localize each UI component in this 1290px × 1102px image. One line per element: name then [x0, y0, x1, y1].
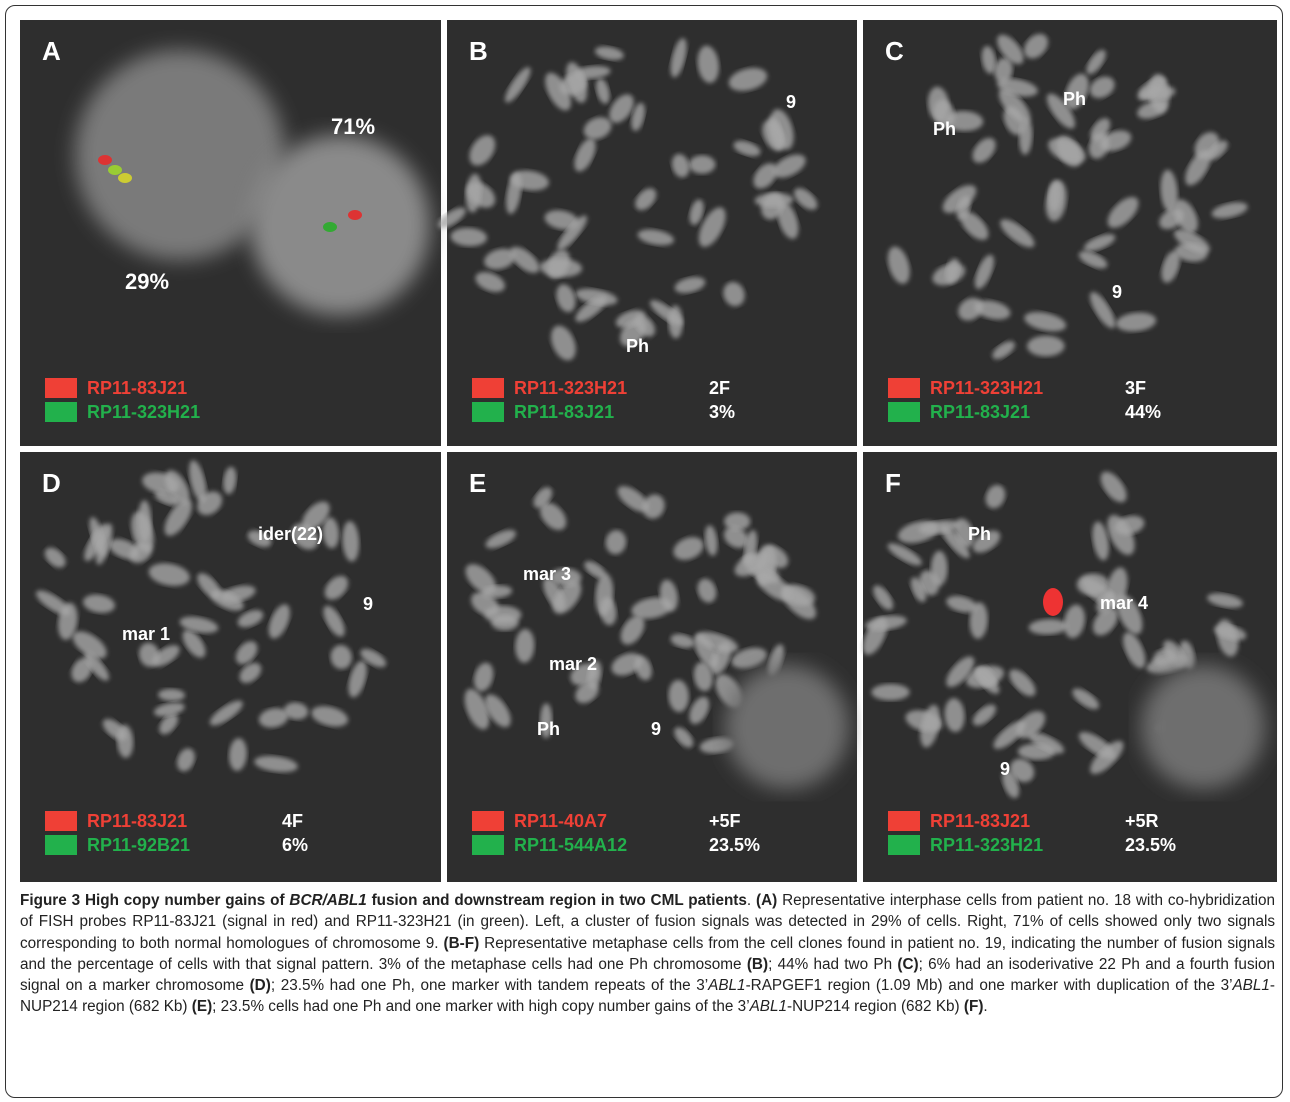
signal: [118, 173, 132, 183]
probe-name: RP11-83J21: [930, 811, 1030, 831]
chromosome-label: 71%: [331, 114, 375, 139]
probe-swatch: [472, 835, 504, 855]
panel: F Ph mar 4 9 RP11-83J21 RP11-323H21 +5R 23.5%: [858, 452, 1277, 882]
probe-swatch: [888, 402, 920, 422]
amplified-signal: [1043, 588, 1063, 616]
clone-count: 6%: [282, 835, 308, 855]
chromosome-label: mar 3: [523, 564, 571, 584]
chromosome-label: Ph: [1063, 89, 1086, 109]
caption-text: ; 44% had two Ph: [768, 956, 897, 973]
clone-count: 3%: [709, 402, 735, 422]
probe-swatch: [888, 378, 920, 398]
caption-ref: (D): [250, 977, 271, 994]
clone-count: 4F: [282, 811, 303, 831]
probe-swatch: [888, 835, 920, 855]
panel-letter: B: [469, 36, 488, 66]
caption-title: Figure 3 High copy number gains of: [20, 892, 289, 909]
caption-ref: (B-F): [444, 935, 480, 952]
page: A 71% 29% RP11-83J21 RP11-323H21 B 9 Ph RP11-323…: [0, 0, 1290, 1102]
caption-text: .: [983, 998, 987, 1015]
clone-count: 23.5%: [1125, 835, 1176, 855]
chromosome-label: 9: [786, 92, 796, 112]
probe-name: RP11-544A12: [514, 835, 627, 855]
caption-ref: (C): [897, 956, 918, 973]
clone-count: +5R: [1125, 811, 1159, 831]
caption-text: -NUP214 region (682 Kb): [787, 998, 964, 1015]
caption-ref: (B): [747, 956, 768, 973]
caption-ref: (A): [756, 892, 777, 909]
chromosome-label: 9: [363, 594, 373, 614]
caption-title: fusion and downstream region in two CML …: [367, 892, 747, 909]
probe-name: RP11-83J21: [87, 378, 187, 398]
signal: [323, 222, 337, 232]
signal: [348, 210, 362, 220]
caption-text: ; 23.5% cells had one Ph and one marker …: [212, 998, 749, 1015]
probe-swatch: [472, 402, 504, 422]
probe-swatch: [888, 811, 920, 831]
probe-swatch: [472, 811, 504, 831]
chromosome-label: 9: [1000, 759, 1010, 779]
interphase-nucleus: [1141, 665, 1265, 789]
chromosome-label: mar 4: [1100, 593, 1148, 613]
chromosome-label: mar 1: [122, 624, 170, 644]
probe-name: RP11-83J21: [514, 402, 614, 422]
interphase-nucleus: [725, 665, 849, 789]
figure: A 71% 29% RP11-83J21 RP11-323H21 B 9 Ph RP11-323…: [0, 0, 1290, 888]
panel-letter: D: [42, 468, 61, 498]
probe-swatch: [45, 835, 77, 855]
signal: [98, 155, 112, 165]
panel: A 71% 29% RP11-83J21 RP11-323H21: [20, 20, 441, 446]
probe-swatch: [45, 402, 77, 422]
probe-name: RP11-92B21: [87, 835, 190, 855]
probe-name: RP11-323H21: [930, 835, 1043, 855]
caption-ref: (E): [192, 998, 212, 1015]
chromosome-label: 29%: [125, 269, 169, 294]
caption-gene: ABL1: [1232, 977, 1269, 994]
probe-name: RP11-323H21: [514, 378, 627, 398]
panel: B 9 Ph RP11-323H21 RP11-83J21 2F 3%: [435, 20, 857, 446]
probe-name: RP11-83J21: [87, 811, 187, 831]
clone-count: 2F: [709, 378, 730, 398]
chromosome-label: mar 2: [549, 654, 597, 674]
panel-letter: C: [885, 36, 904, 66]
caption-gene: ABL1: [750, 998, 787, 1015]
caption-text: ; 23.5% had one Ph, one marker with tand…: [271, 977, 708, 994]
panel: Dider(22) 9 mar 1 RP11-83J21 RP11-92B21 4F 6%: [20, 452, 441, 882]
chromosome-label: Ph: [537, 719, 560, 739]
chromosome-label: Ph: [968, 524, 991, 544]
panel-letter: A: [42, 36, 61, 66]
chromosome-label: ider(22): [258, 524, 323, 544]
caption-gene: BCR/ABL1: [289, 892, 366, 909]
probe-swatch: [45, 378, 77, 398]
probe-swatch: [472, 378, 504, 398]
panel: C Ph Ph 9 RP11-323H21 RP11-83J21 3F 44%: [863, 20, 1277, 446]
chromosome-label: Ph: [626, 336, 649, 356]
chromosome: [1027, 336, 1065, 357]
probe-name: RP11-323H21: [87, 402, 200, 422]
probe-name: RP11-323H21: [930, 378, 1043, 398]
cell-nucleus: [250, 135, 430, 315]
caption-text: -RAPGEF1 region (1.09 Mb) and one marker…: [746, 977, 1233, 994]
clone-count: +5F: [709, 811, 741, 831]
chromosome-label: 9: [1112, 282, 1122, 302]
probe-name: RP11-83J21: [930, 402, 1030, 422]
clone-count: 3F: [1125, 378, 1146, 398]
chromosome-label: 9: [651, 719, 661, 739]
clone-count: 44%: [1125, 402, 1161, 422]
panel-letter: E: [469, 468, 486, 498]
probe-name: RP11-40A7: [514, 811, 607, 831]
chromosome-label: Ph: [933, 119, 956, 139]
panel-letter: F: [885, 468, 901, 498]
caption-gene: ABL1: [708, 977, 745, 994]
signal: [108, 165, 122, 175]
chromosome: [871, 684, 909, 701]
panel: Emar 3 mar 2 Ph 9 RP11-40A7 RP11-544A12 +5F 23.…: [447, 452, 857, 882]
caption-ref: (F): [964, 998, 984, 1015]
clone-count: 23.5%: [709, 835, 760, 855]
caption-text: .: [747, 892, 756, 909]
caption: Figure 3 High copy number gains of BCR/A…: [20, 890, 1275, 1018]
probe-swatch: [45, 811, 77, 831]
